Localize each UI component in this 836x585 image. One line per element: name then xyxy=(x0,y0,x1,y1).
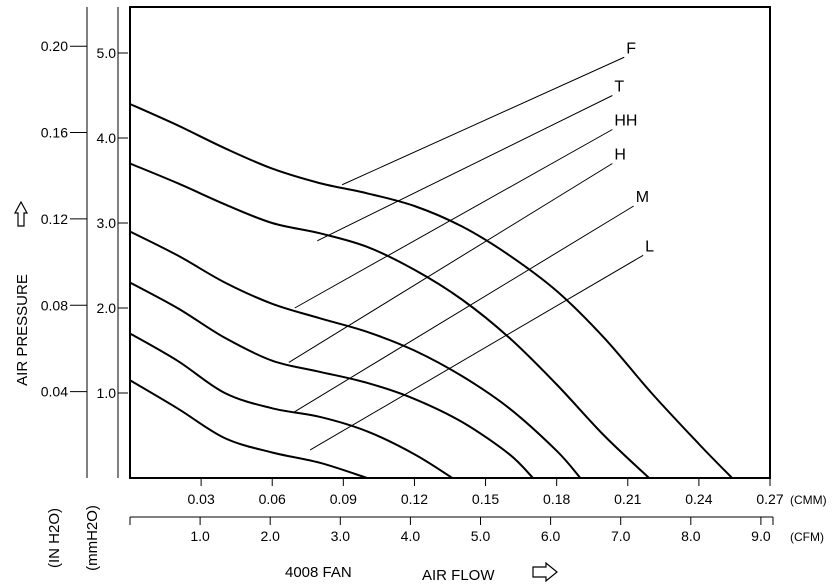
leader-line-m xyxy=(294,205,634,413)
x-tick-label-cfm: 9.0 xyxy=(751,528,771,544)
x-tick-label-cmm: 0.21 xyxy=(614,491,641,507)
curve-m xyxy=(129,332,453,479)
y-tick-label-inh2o: 0.20 xyxy=(41,38,68,54)
curve-label-hh: HH xyxy=(614,113,637,130)
curve-t xyxy=(129,162,650,479)
y-tick-label-mmh2o: 1.0 xyxy=(97,385,117,401)
curve-label-t: T xyxy=(614,79,624,96)
curve-l xyxy=(129,379,368,479)
curve-label-l: L xyxy=(645,238,654,255)
curve-hh xyxy=(129,230,582,479)
x-unit-secondary: (CFM) xyxy=(790,530,824,544)
y-axis-title: AIR PRESSURE xyxy=(14,274,31,386)
leader-line-t xyxy=(317,95,613,242)
x-unit-primary: (CMM) xyxy=(790,493,827,507)
x-tick-label-cmm: 0.03 xyxy=(187,491,214,507)
x-tick-label-cfm: 2.0 xyxy=(260,528,280,544)
performance-curves xyxy=(129,103,733,479)
y-tick-label-mmh2o: 2.0 xyxy=(97,300,117,316)
up-arrow-icon xyxy=(13,200,29,227)
leader-line-h xyxy=(288,163,613,363)
right-arrow-icon xyxy=(532,561,558,583)
curve-label-f: F xyxy=(626,40,636,57)
curve-label-h: H xyxy=(614,147,626,164)
x-tick-label-cmm: 0.12 xyxy=(401,491,428,507)
x-tick-label-cmm: 0.09 xyxy=(330,491,357,507)
curve-f xyxy=(129,103,733,479)
leader-line-f xyxy=(341,56,625,186)
x-tick-label-cmm: 0.24 xyxy=(685,491,712,507)
x-tick-label-cmm: 0.27 xyxy=(756,491,783,507)
y-tick-label-mmh2o: 5.0 xyxy=(97,45,117,61)
y-unit-primary: (mmH2O) xyxy=(84,505,101,571)
leader-line-l xyxy=(309,254,644,451)
x-tick-label-cfm: 3.0 xyxy=(331,528,351,544)
y-unit-secondary: (IN H2O) xyxy=(46,508,63,568)
x-axis: 0.03 0.06 0.09 0.12 0.15 0.18 0.21 0.24 0.27 1.0 2… xyxy=(129,478,784,544)
y-tick-label-inh2o: 0.04 xyxy=(41,384,68,400)
x-tick-label-cfm: 5.0 xyxy=(471,528,491,544)
x-tick-label-cmm: 0.18 xyxy=(543,491,570,507)
plot-frame xyxy=(129,6,771,479)
x-tick-label-cfm: 4.0 xyxy=(401,528,421,544)
x-tick-label-cfm: 6.0 xyxy=(541,528,561,544)
curve-label-m: M xyxy=(636,189,649,206)
x-tick-label-cfm: 1.0 xyxy=(190,528,210,544)
curve-h xyxy=(129,281,534,479)
x-tick-label-cmm: 0.06 xyxy=(259,491,286,507)
y-tick-label-inh2o: 0.08 xyxy=(41,297,68,313)
y-tick-label-inh2o: 0.16 xyxy=(41,125,68,141)
y-axis: 1.0 2.0 3.0 4.0 5.0 0.04 0.08 0.12 0.16 0.20 xyxy=(41,7,128,478)
y-tick-label-mmh2o: 3.0 xyxy=(97,215,117,231)
plot-area xyxy=(129,6,771,479)
x-tick-label-cfm: 7.0 xyxy=(611,528,631,544)
chart-subtitle: 4008 FAN xyxy=(285,564,352,581)
x-tick-label-cmm: 0.15 xyxy=(472,491,499,507)
leader-line-hh xyxy=(294,129,613,309)
y-tick-label-mmh2o: 4.0 xyxy=(97,130,117,146)
x-tick-label-cfm: 8.0 xyxy=(681,528,701,544)
y-tick-label-inh2o: 0.12 xyxy=(41,211,68,227)
x-axis-title: AIR FLOW xyxy=(422,567,495,584)
